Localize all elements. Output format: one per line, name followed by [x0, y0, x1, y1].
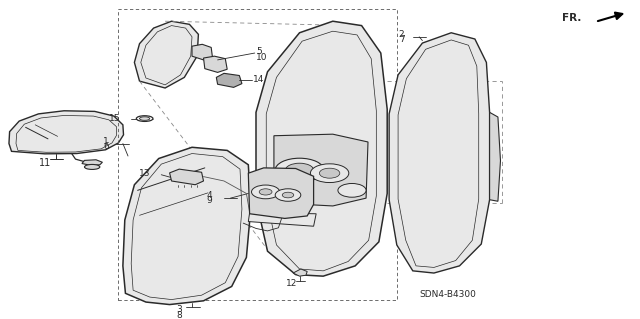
Text: 4: 4	[207, 191, 212, 200]
Polygon shape	[192, 44, 212, 60]
Polygon shape	[274, 134, 368, 206]
Polygon shape	[293, 269, 307, 276]
Text: 1: 1	[103, 137, 109, 145]
Polygon shape	[204, 56, 227, 72]
Polygon shape	[134, 21, 198, 88]
Text: 7: 7	[399, 35, 404, 44]
Text: FR.: FR.	[562, 13, 581, 23]
Polygon shape	[248, 213, 316, 226]
Text: 13: 13	[139, 169, 150, 178]
Polygon shape	[490, 112, 500, 201]
Polygon shape	[248, 168, 314, 219]
Polygon shape	[82, 160, 102, 165]
Text: 11: 11	[38, 158, 51, 168]
Ellipse shape	[252, 185, 280, 199]
Text: 9: 9	[207, 197, 212, 205]
Polygon shape	[256, 21, 387, 276]
Ellipse shape	[275, 189, 301, 201]
Ellipse shape	[319, 168, 340, 178]
Text: 14: 14	[253, 75, 265, 84]
Polygon shape	[170, 169, 204, 185]
Ellipse shape	[310, 164, 349, 182]
Text: 2: 2	[399, 30, 404, 39]
Polygon shape	[123, 147, 251, 305]
Ellipse shape	[140, 117, 150, 120]
Polygon shape	[389, 33, 490, 273]
Ellipse shape	[285, 163, 314, 177]
Ellipse shape	[259, 189, 272, 195]
Text: 15: 15	[109, 114, 120, 123]
Ellipse shape	[338, 183, 366, 197]
Text: 5: 5	[256, 47, 262, 56]
Text: 12: 12	[285, 279, 297, 288]
Text: SDN4-B4300: SDN4-B4300	[420, 290, 476, 299]
Text: 10: 10	[256, 53, 268, 62]
Ellipse shape	[84, 165, 100, 169]
Polygon shape	[9, 111, 124, 154]
Ellipse shape	[282, 192, 294, 198]
Text: 6: 6	[103, 142, 109, 151]
Ellipse shape	[136, 116, 153, 122]
Ellipse shape	[275, 158, 324, 182]
Text: 3: 3	[177, 305, 182, 314]
Polygon shape	[216, 73, 242, 87]
Text: 8: 8	[177, 311, 182, 319]
